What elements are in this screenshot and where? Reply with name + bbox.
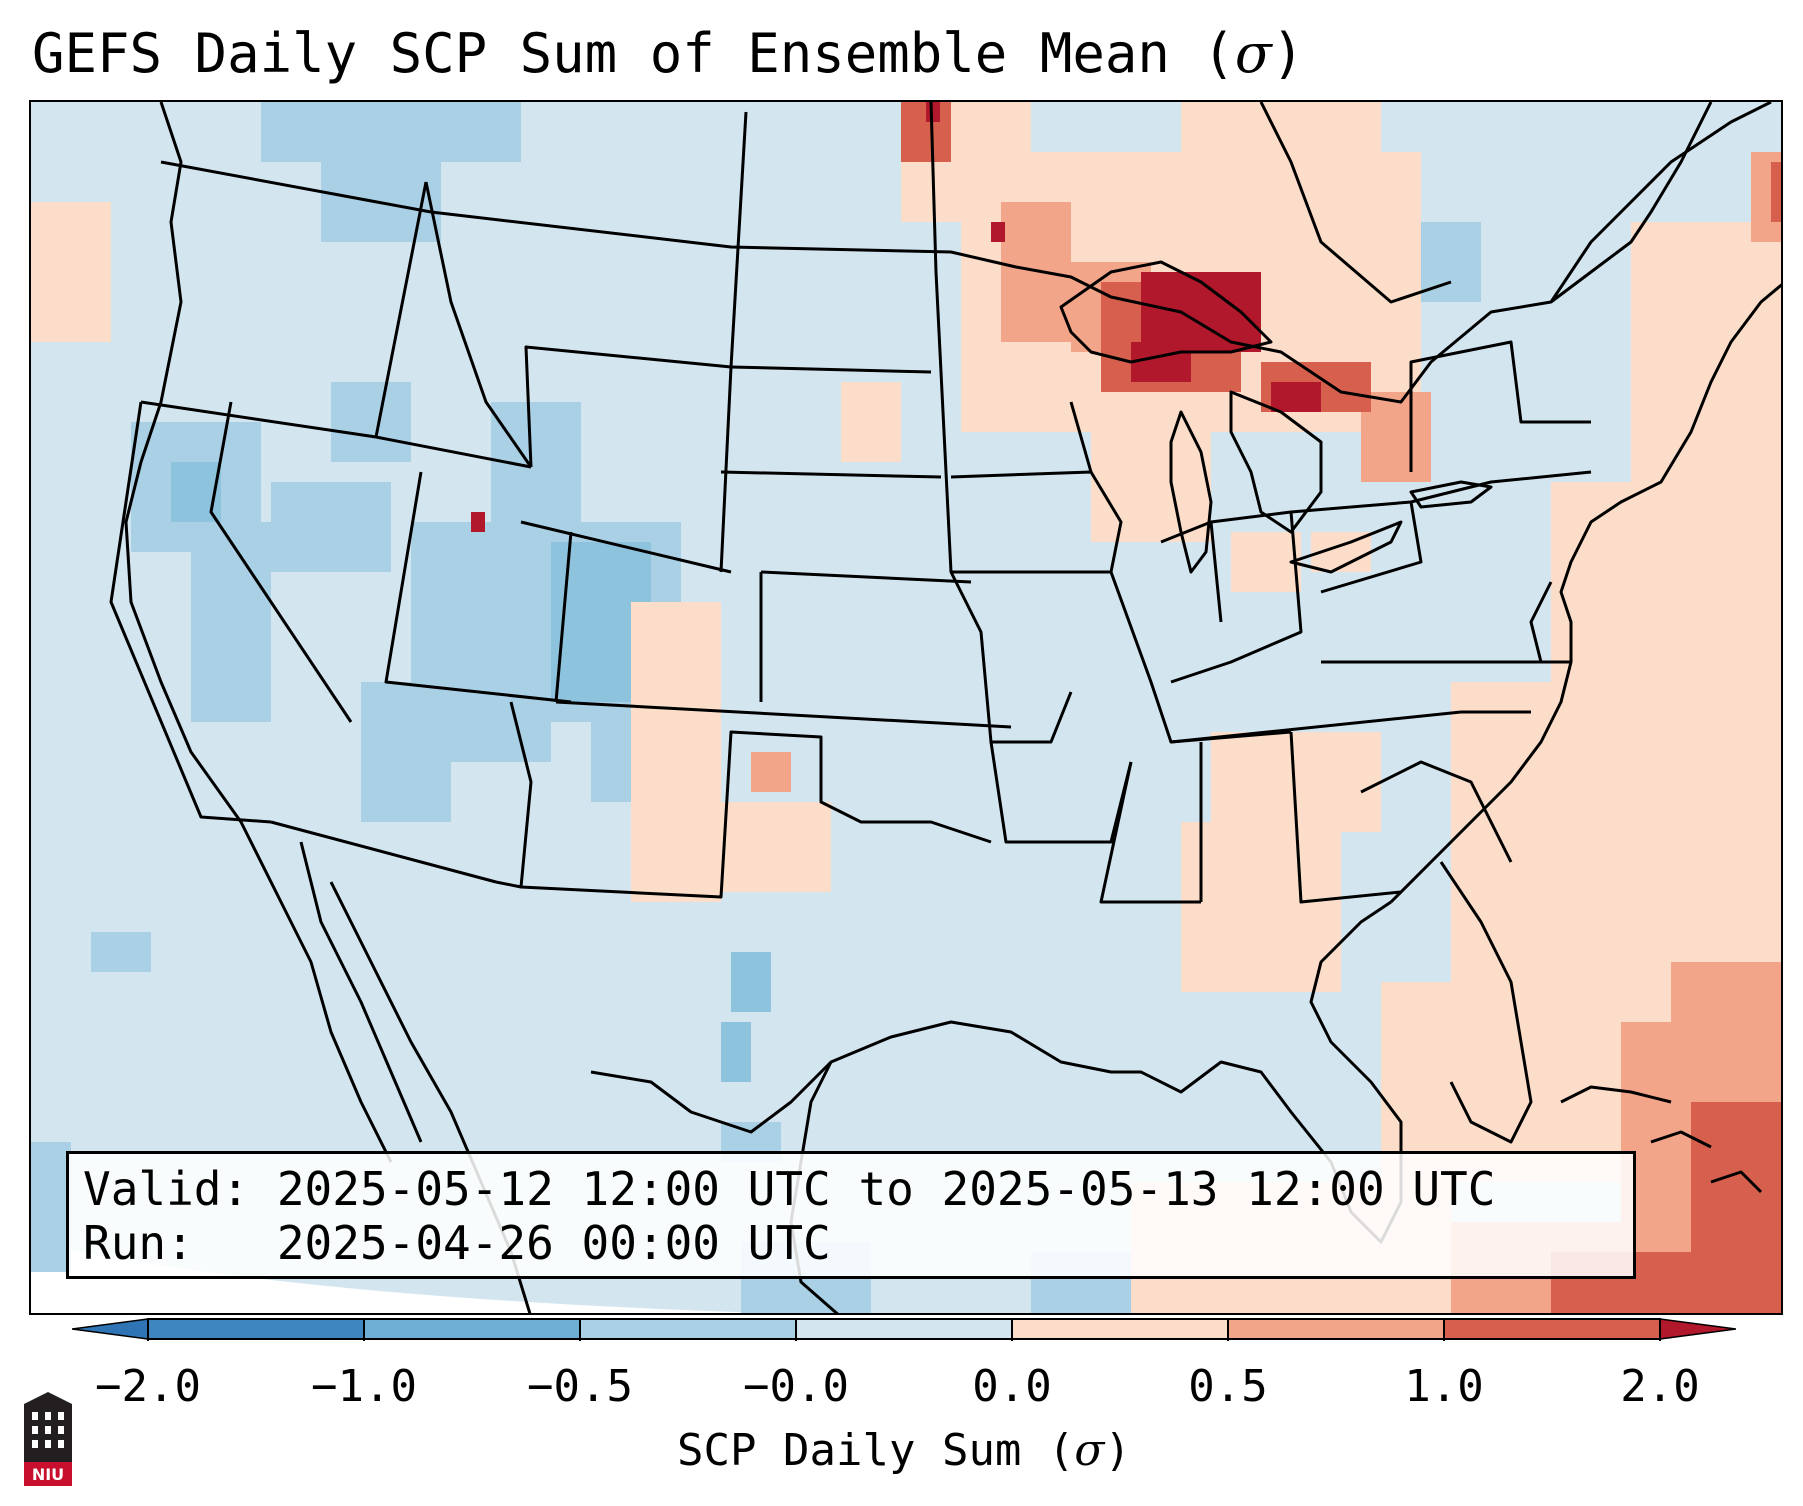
map-canvas	[31, 102, 1781, 1313]
colorbar-tick-marks	[147, 1319, 1661, 1341]
colorbar-max-extension	[1659, 1318, 1736, 1340]
colorbar-segment	[580, 1319, 796, 1339]
colorbar-segment	[796, 1319, 1012, 1339]
colorbar-segment	[148, 1319, 364, 1339]
run-time-text: Run: 2025-04-26 00:00 UTC	[83, 1216, 831, 1270]
colorbar-tick-label: 0.5	[1188, 1361, 1268, 1412]
colorbar-tick-label: −0.5	[527, 1361, 633, 1412]
map-panel	[29, 100, 1783, 1315]
colorbar-tick-label: −2.0	[95, 1361, 201, 1412]
chart-title: GEFS Daily SCP Sum of Ensemble Mean (σ)	[32, 22, 1305, 85]
colorbar-label: SCP Daily Sum (σ)	[677, 1425, 1131, 1476]
colorbar-segment	[1444, 1319, 1660, 1339]
state-borders	[109, 102, 1713, 904]
colorbar-tick-label: 1.0	[1404, 1361, 1484, 1412]
niu-logo: NIU	[24, 1392, 72, 1486]
sigma-symbol: σ	[1234, 22, 1272, 85]
valid-time-text: Valid: 2025-05-12 12:00 UTC to 2025-05-1…	[83, 1162, 1496, 1216]
colorbar	[72, 1318, 1736, 1341]
colorbar-segment	[364, 1319, 580, 1339]
colorbar-tick-label: 0.0	[972, 1361, 1052, 1412]
great-lakes	[1059, 260, 1493, 574]
colorbar-tick-label: −0.0	[743, 1361, 849, 1412]
valid-run-info-box: Valid: 2025-05-12 12:00 UTC to 2025-05-1…	[66, 1151, 1636, 1279]
colorbar-min-extension	[72, 1318, 149, 1340]
projection-outside-region	[31, 1242, 766, 1313]
colorbar-tick-label: −1.0	[311, 1361, 417, 1412]
logo-text: NIU	[32, 1465, 64, 1484]
extreme-positive-anomaly-patches	[471, 102, 1321, 532]
sigma-symbol: σ	[1074, 1425, 1105, 1476]
colorbar-tick-label: 2.0	[1620, 1361, 1700, 1412]
colorbar-segment	[1228, 1319, 1444, 1339]
colorbar-segment	[1012, 1319, 1228, 1339]
